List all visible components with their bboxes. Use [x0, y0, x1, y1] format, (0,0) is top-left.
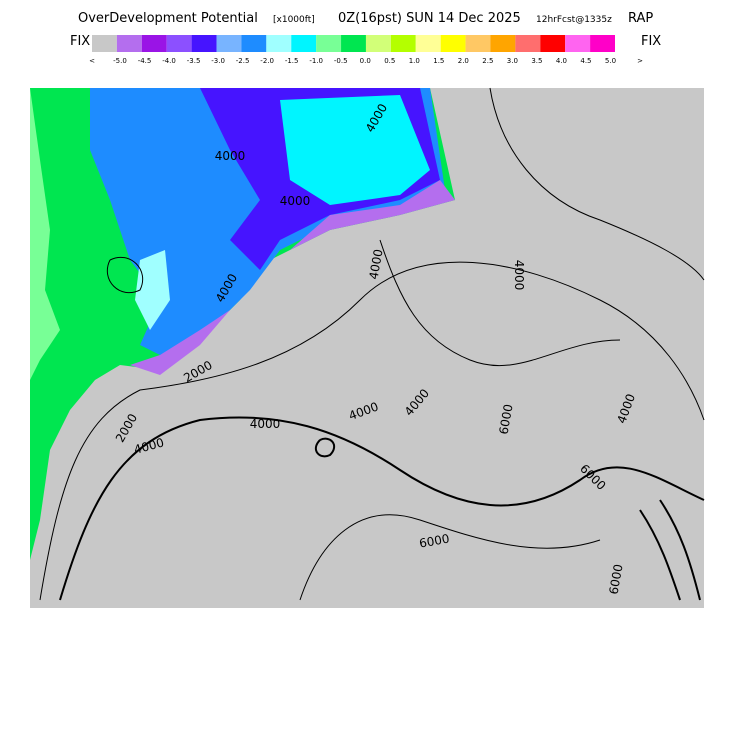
colorbar-swatch: [490, 35, 516, 52]
colorbar-tick-label: 1.0: [409, 57, 420, 65]
colorbar-tick-label: 3.5: [531, 57, 542, 65]
colorbar-swatch: [341, 35, 366, 52]
region-lightgreen: [30, 88, 60, 380]
colorbar-tick-label: -0.5: [334, 57, 348, 65]
colorbar-tick-label: 4.0: [556, 57, 567, 65]
contour-label: 6000: [607, 563, 626, 596]
colorbar-tick-label: -2.0: [260, 57, 274, 65]
colorbar-swatch: [365, 35, 391, 52]
colorbar-tick-label: 2.5: [482, 57, 493, 65]
colorbar-tick-label: 2.0: [458, 57, 469, 65]
colorbar-swatch: [216, 35, 242, 52]
region-purple: [130, 180, 455, 375]
colorbar-swatch: [440, 35, 466, 52]
colorbar-tick-label: >: [637, 57, 643, 65]
colorbar-tick-label: -4.0: [162, 57, 176, 65]
colorbar-tick-label: 3.0: [507, 57, 518, 65]
colorbar-tick-label: 5.0: [605, 57, 616, 65]
colorbar-swatch: [390, 35, 416, 52]
colorbar-swatch: [141, 35, 167, 52]
colorbar-swatch: [92, 35, 117, 52]
colorbar-tick-label: -2.5: [236, 57, 250, 65]
title: OverDevelopment Potential: [78, 11, 258, 26]
valid-time: 0Z(16pst) SUN 14 Dec 2025: [338, 11, 521, 26]
colorbar-swatch: [316, 35, 342, 52]
units: [x1000ft]: [273, 15, 315, 25]
colorbar-tick-label: 1.5: [433, 57, 444, 65]
forecast: 12hrFcst@1335z: [536, 15, 612, 25]
model: RAP: [628, 11, 653, 26]
colorbar-swatch: [415, 35, 441, 52]
colorbar-swatch: [241, 35, 267, 52]
colorbar-swatch: [540, 35, 566, 52]
contour-label: 4000: [215, 149, 246, 163]
colorbar-swatch: [166, 35, 192, 52]
colorbar-swatch: [116, 35, 142, 52]
colorbar-swatch: [191, 35, 217, 52]
colorbar-swatch: [565, 35, 591, 52]
region-cyan: [280, 95, 430, 205]
contour-label: 4000: [250, 417, 281, 431]
colorbar-tick-label: 0.0: [360, 57, 371, 65]
colorbar-tick-label: 4.5: [580, 57, 591, 65]
contour-label: 6000: [418, 532, 451, 551]
colorbar-tick-label: <: [89, 57, 95, 65]
colorbar-swatch: [590, 35, 615, 52]
contour-label: 4000: [512, 260, 526, 291]
contour-label: 4000: [367, 248, 386, 281]
colorbar-left-label: FIX: [70, 34, 90, 49]
contour-label: 4000: [280, 194, 311, 208]
region-lightcyan: [135, 250, 170, 330]
colorbar-tick-label: -4.5: [138, 57, 152, 65]
colorbar-tick-label: -1.5: [285, 57, 299, 65]
contours: [39, 87, 705, 601]
colorbar-swatch: [266, 35, 292, 52]
colorbar-tick-label: -3.5: [187, 57, 201, 65]
colorbar-swatch: [465, 35, 491, 52]
colorbar-swatch: [291, 35, 317, 52]
colorbar-tick-label: -5.0: [113, 57, 127, 65]
colorbar-swatch: [515, 35, 541, 52]
contour-label: 6000: [497, 403, 516, 436]
colorbar-tick-label: -3.0: [211, 57, 225, 65]
colorbar-right-label: FIX: [641, 34, 661, 49]
colorbar-tick-label: 0.5: [384, 57, 395, 65]
colorbar-tick-label: -1.0: [309, 57, 323, 65]
colorbar: < -5.0 -4.5 -4.0 -3.5 -3.0 -2.5 -2.0 -1.5 -1.0 -0.…: [89, 35, 643, 65]
